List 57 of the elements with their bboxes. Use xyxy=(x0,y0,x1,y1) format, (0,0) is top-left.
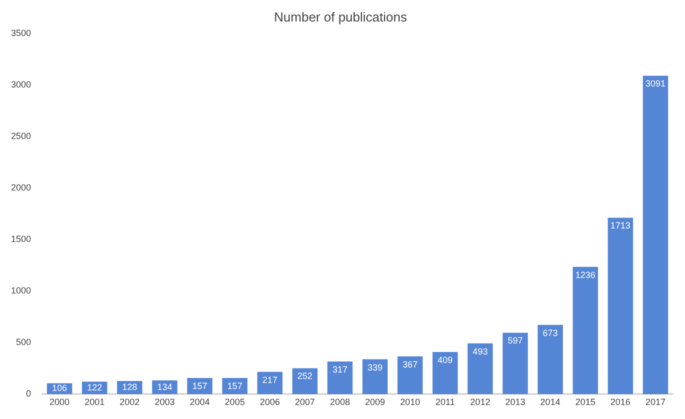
data-label: 409 xyxy=(438,355,453,366)
data-label: 597 xyxy=(508,336,523,346)
y-tick-label: 3500 xyxy=(10,28,32,38)
data-label: 317 xyxy=(332,364,348,375)
bar xyxy=(572,266,598,394)
x-tick-label: 2014 xyxy=(540,397,560,408)
chart-title: Number of publications xyxy=(274,9,408,24)
bar xyxy=(292,368,318,394)
data-label: 157 xyxy=(192,381,208,392)
x-tick-label: 2006 xyxy=(260,397,280,408)
x-tick-label: 2015 xyxy=(575,397,596,408)
data-label: 1713 xyxy=(610,220,630,231)
x-tick-label: 2003 xyxy=(154,397,175,408)
data-label: 157 xyxy=(227,381,242,392)
x-tick-label: 2000 xyxy=(50,397,70,408)
bar xyxy=(608,218,634,394)
x-tick-label: 2017 xyxy=(645,397,666,408)
data-label: 367 xyxy=(402,359,418,370)
data-label: 122 xyxy=(87,382,102,392)
data-label: 493 xyxy=(472,346,488,356)
x-tick-label: 2007 xyxy=(294,397,315,408)
bar xyxy=(432,352,458,394)
y-tick-label: 1500 xyxy=(10,234,32,244)
data-label: 128 xyxy=(122,382,138,392)
bar xyxy=(468,343,493,394)
y-tick-label: 0 xyxy=(26,388,32,399)
y-tick-label: 3000 xyxy=(10,80,32,90)
x-tick-label: 2016 xyxy=(610,397,630,408)
x-tick-label: 2012 xyxy=(470,397,490,408)
data-label: 217 xyxy=(262,374,278,385)
data-label: 134 xyxy=(157,382,172,392)
x-tick-label: 2011 xyxy=(435,397,455,408)
y-tick-label: 2000 xyxy=(10,182,32,193)
x-tick-label: 2001 xyxy=(84,397,105,408)
bar xyxy=(257,372,282,394)
y-tick-label: 1000 xyxy=(10,286,32,296)
x-tick-label: 2004 xyxy=(190,397,210,408)
y-tick-label: 2500 xyxy=(10,131,32,142)
x-tick-label: 2009 xyxy=(365,397,386,408)
bar xyxy=(502,332,528,394)
bar xyxy=(538,324,563,394)
data-label: 1236 xyxy=(575,270,596,280)
data-label: 106 xyxy=(52,383,68,394)
y-tick-label: 500 xyxy=(16,337,32,348)
data-label: 252 xyxy=(297,371,312,382)
x-tick-label: 2002 xyxy=(120,397,140,408)
bar xyxy=(642,76,668,394)
x-tick-label: 2008 xyxy=(330,397,350,408)
data-label: 339 xyxy=(368,362,383,372)
x-tick-label: 2010 xyxy=(400,397,420,408)
x-tick-label: 2013 xyxy=(505,397,526,408)
bar xyxy=(327,362,353,394)
x-tick-label: 2005 xyxy=(224,397,245,408)
bar xyxy=(362,359,388,394)
bar xyxy=(397,356,423,394)
data-label: 673 xyxy=(542,328,558,338)
data-label: 3091 xyxy=(645,78,666,89)
